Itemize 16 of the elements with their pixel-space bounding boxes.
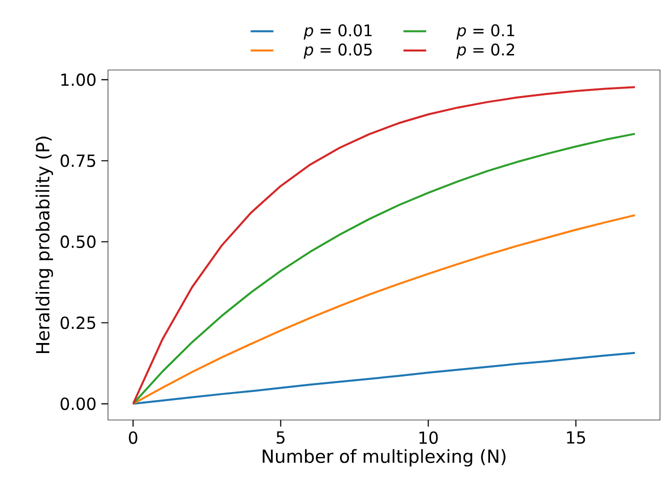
line-series xyxy=(132,214,636,405)
x-tick-label: 5 xyxy=(276,431,285,444)
x-tick-label: 15 xyxy=(567,431,586,444)
y-axis-title: Heralding probability (P) xyxy=(36,136,54,354)
legend-label: p = 0.05 xyxy=(304,44,372,59)
y-tick-label: 1.00 xyxy=(61,73,96,86)
x-tick-label: 0 xyxy=(128,431,138,444)
y-tick-label: 0.25 xyxy=(60,316,96,330)
x-tick-label: 10 xyxy=(420,431,438,444)
legend-label: p = 0.01 xyxy=(304,24,372,40)
legend-label: p = 0.1 xyxy=(456,24,514,40)
y-tick-label: 0.00 xyxy=(60,397,96,410)
x-axis-title: Number of multiplexing (N) xyxy=(262,449,506,467)
legend-label: p = 0.2 xyxy=(456,44,514,59)
y-tick-label: 0.50 xyxy=(60,235,96,248)
y-tick-label: 0.75 xyxy=(60,154,96,168)
